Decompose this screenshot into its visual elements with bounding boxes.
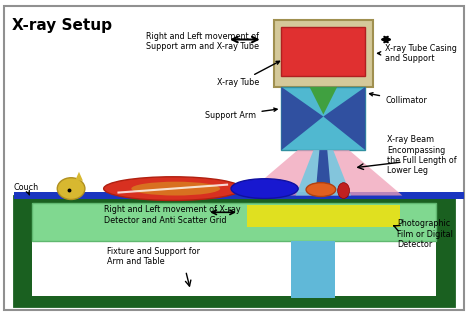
Ellipse shape — [231, 179, 298, 198]
Ellipse shape — [104, 177, 242, 200]
Polygon shape — [310, 87, 337, 115]
Bar — [32, 237, 437, 296]
Text: Photographic
Film or Digital
Detector: Photographic Film or Digital Detector — [397, 219, 453, 249]
Polygon shape — [316, 150, 331, 196]
Ellipse shape — [306, 183, 336, 197]
Bar — [282, 87, 365, 150]
Text: X-ray Tube Casing
and Support: X-ray Tube Casing and Support — [377, 44, 457, 63]
Polygon shape — [245, 150, 402, 196]
Text: Couch: Couch — [14, 183, 39, 195]
Bar — [291, 241, 335, 298]
Bar — [282, 27, 365, 76]
Polygon shape — [282, 87, 323, 150]
Text: X-ray Setup: X-ray Setup — [12, 18, 112, 33]
Polygon shape — [296, 150, 351, 196]
Ellipse shape — [131, 182, 220, 196]
Text: Right and Left movement of X-ray
Detector and Anti Scatter Grid: Right and Left movement of X-ray Detecto… — [104, 205, 240, 225]
Polygon shape — [323, 87, 365, 150]
Bar — [32, 204, 437, 241]
Bar — [274, 20, 373, 87]
Bar — [14, 196, 454, 306]
Bar — [14, 191, 464, 199]
Polygon shape — [75, 172, 83, 181]
Bar — [247, 205, 400, 227]
Text: Fixture and Support for
Arm and Table: Fixture and Support for Arm and Table — [107, 247, 200, 266]
Text: Collimator: Collimator — [370, 93, 427, 105]
Text: Right and Left movement of
Support arm and X-ray Tube: Right and Left movement of Support arm a… — [146, 32, 259, 51]
Text: Support Arm: Support Arm — [205, 108, 277, 120]
Text: X-ray Tube: X-ray Tube — [217, 61, 280, 88]
Text: X-ray Beam
Encompassing
the Full Length of
Lower Leg: X-ray Beam Encompassing the Full Length … — [387, 135, 456, 175]
Ellipse shape — [337, 183, 349, 198]
Ellipse shape — [57, 178, 85, 199]
